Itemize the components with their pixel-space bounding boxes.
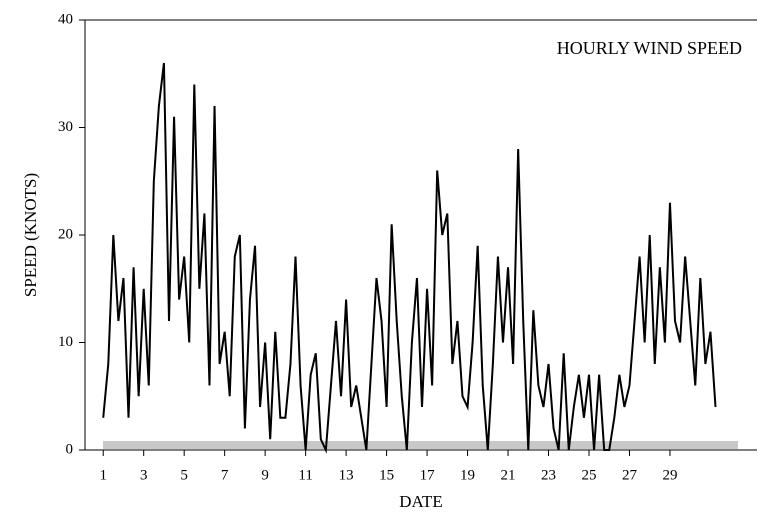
x-tick-label: 19 [460, 467, 475, 483]
x-tick-label: 17 [420, 467, 436, 483]
x-tick-label: 29 [662, 467, 677, 483]
x-tick-label: 5 [180, 467, 188, 483]
x-tick-label: 3 [140, 467, 148, 483]
y-tick-label: 30 [58, 119, 73, 135]
y-axis-label: SPEED (KNOTS) [21, 173, 40, 297]
x-tick-label: 25 [582, 467, 597, 483]
x-tick-label: 15 [379, 467, 394, 483]
x-tick-label: 7 [221, 467, 229, 483]
x-tick-label: 21 [501, 467, 516, 483]
x-tick-label: 23 [541, 467, 556, 483]
wind-speed-line [102, 62, 717, 454]
x-tick-label: 11 [298, 467, 312, 483]
x-tick-label: 9 [261, 467, 269, 483]
x-tick-label: 27 [622, 467, 638, 483]
x-axis-label: DATE [399, 492, 442, 511]
x-tick-label: 1 [99, 467, 107, 483]
annotation: HOURLY WIND SPEED [557, 38, 742, 58]
y-tick-label: 10 [58, 334, 73, 350]
y-tick-label: 40 [58, 11, 73, 27]
y-tick-label: 0 [66, 441, 74, 457]
x-tick-label: 13 [339, 467, 354, 483]
y-tick-label: 20 [58, 226, 73, 242]
calm-band [103, 441, 738, 449]
